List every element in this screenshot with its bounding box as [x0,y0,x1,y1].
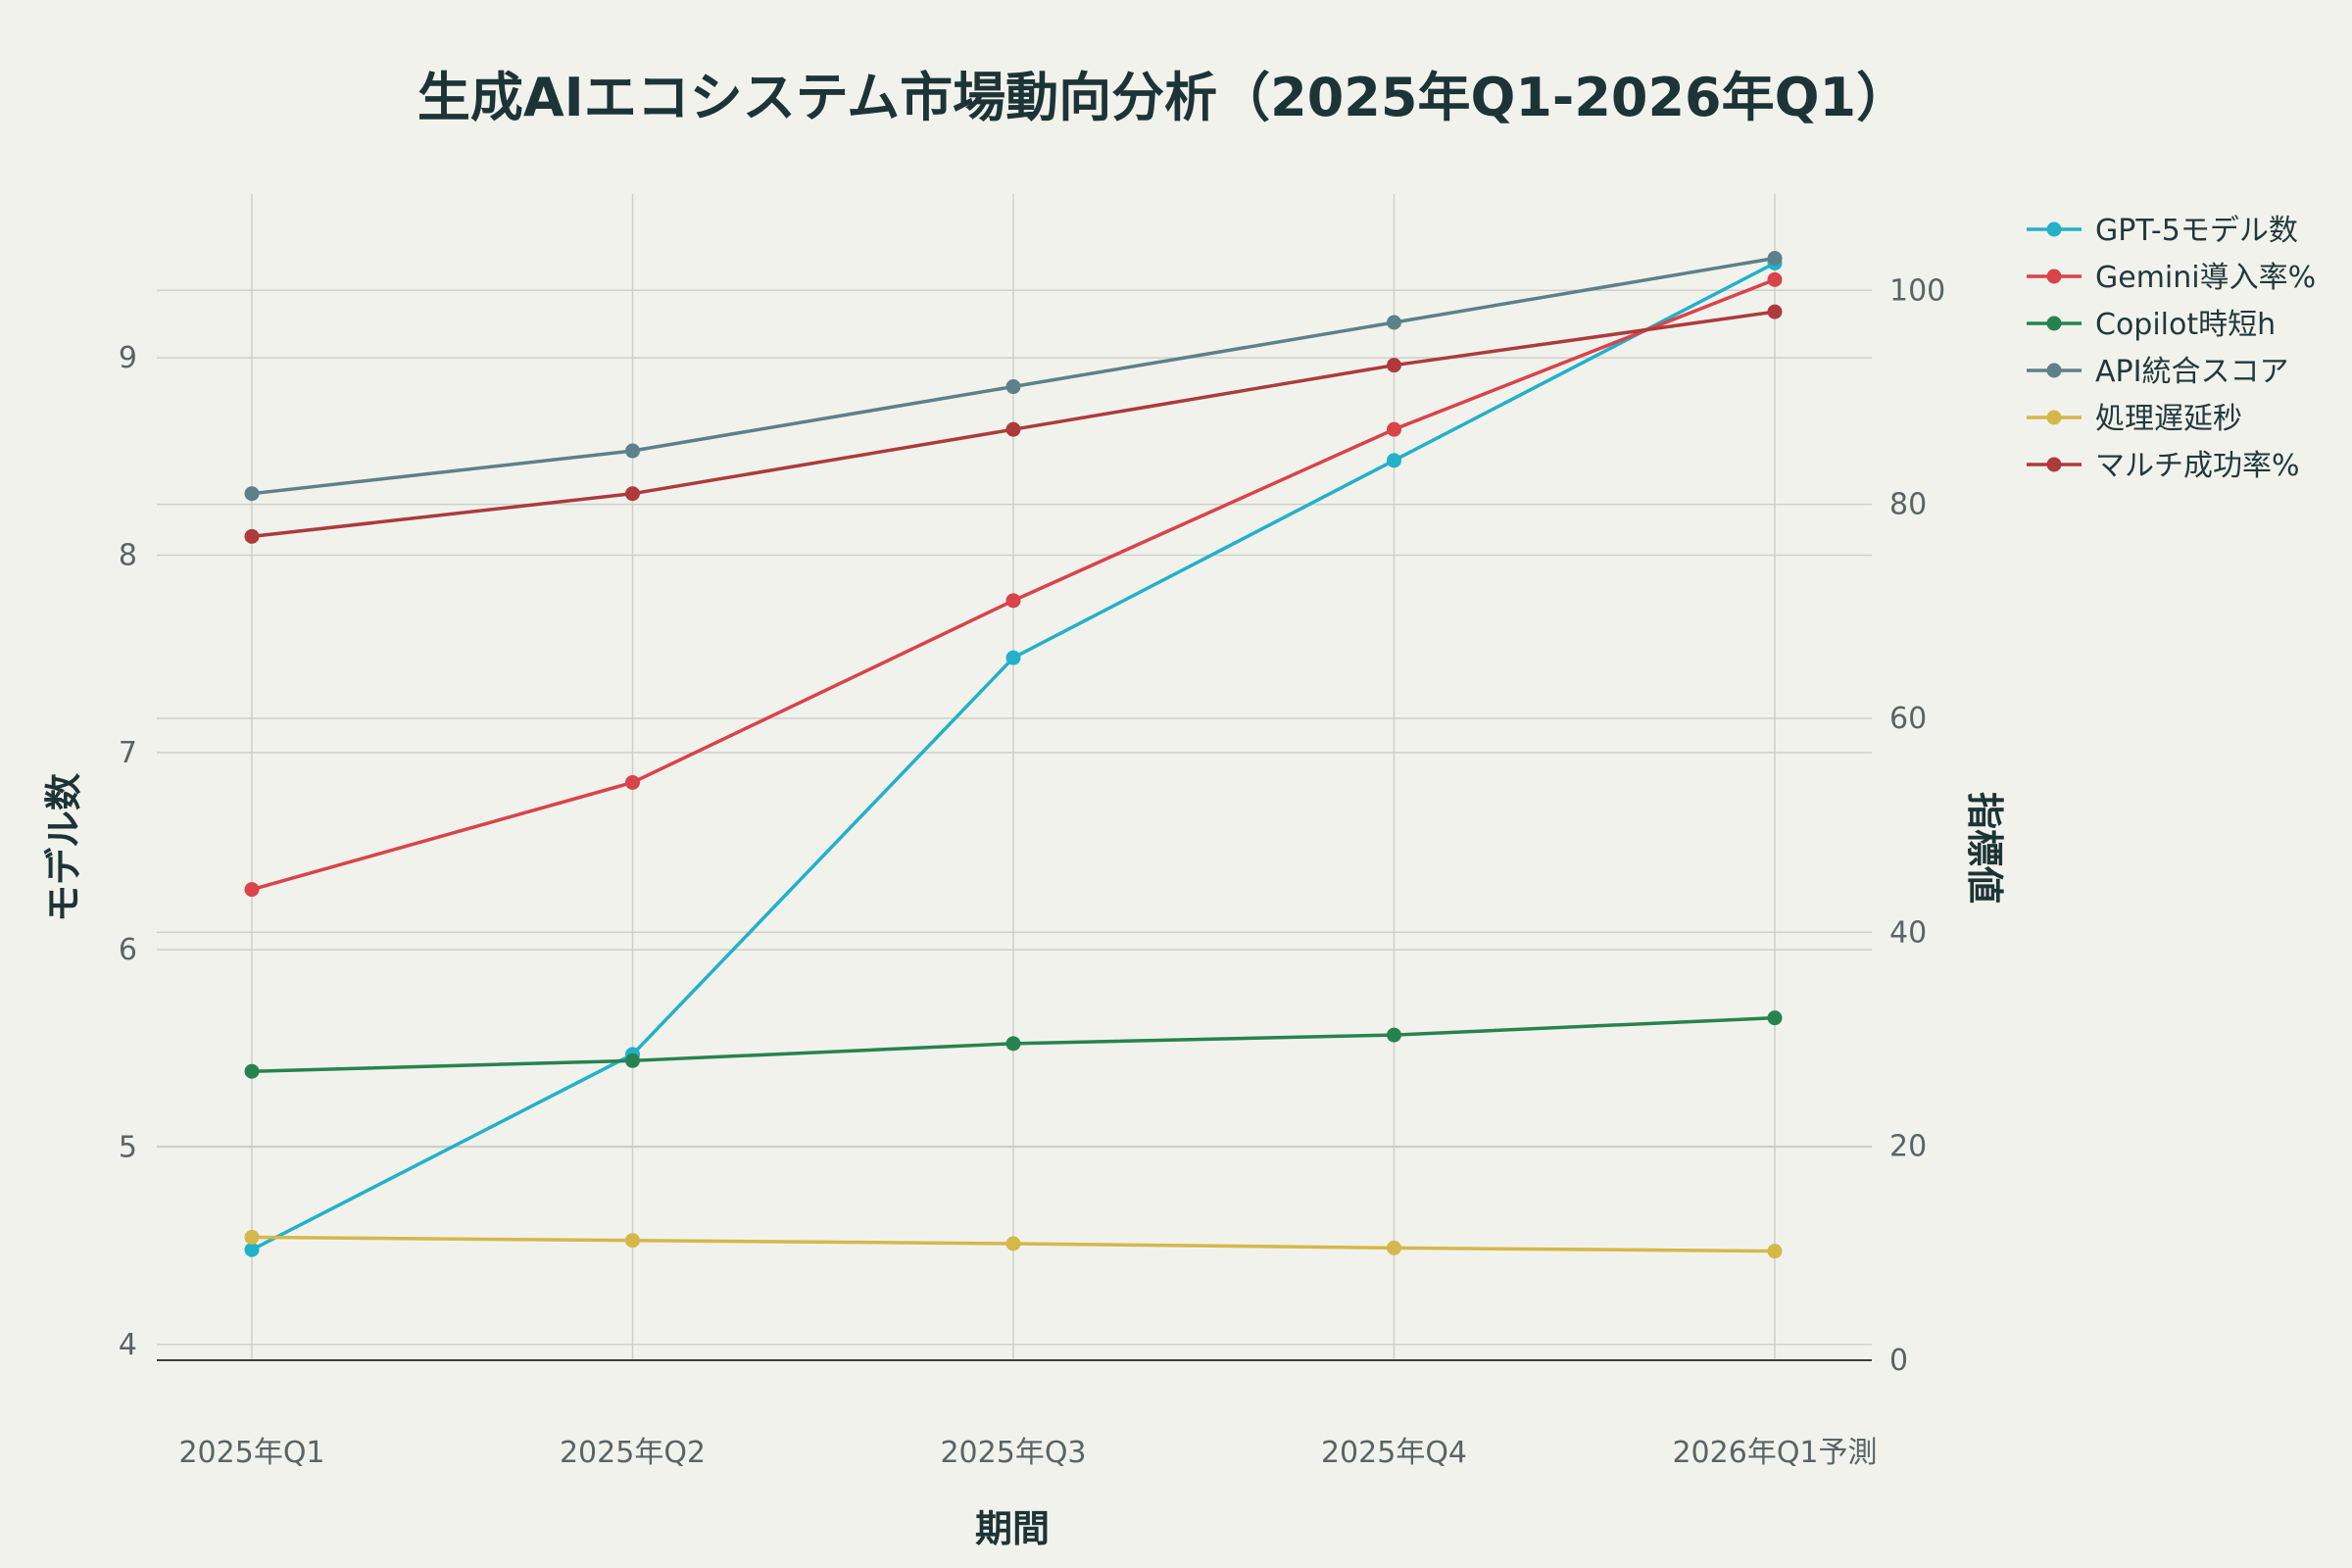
legend-marker [2046,410,2062,425]
y-right-tick-label: 80 [1889,488,1927,522]
data-point [625,486,640,502]
legend-label: GPT-5モデル数 [2095,214,2298,248]
y-left-tick-label: 4 [119,1328,137,1362]
data-point [1387,315,1401,330]
y-left-tick-label: 8 [119,538,137,572]
data-point [1005,379,1021,395]
y-axis-left-title: モデル数 [42,773,85,922]
y-axis-right-title: 指標値 [1963,792,2006,904]
legend-label: API統合スコア [2095,355,2288,389]
data-point [1767,251,1783,267]
x-tick-label: 2025年Q2 [560,1436,706,1470]
y-right-tick-label: 40 [1889,915,1927,950]
data-point [625,1233,640,1249]
y-left-tick-label: 7 [119,736,137,770]
x-tick-label: 2026年Q1予測 [1672,1436,1877,1470]
data-point [244,882,260,898]
data-point [1005,1036,1021,1052]
data-point [1005,593,1021,609]
legend-label: Gemini導入率% [2095,261,2316,295]
data-point [1387,421,1401,437]
x-tick-label: 2025年Q4 [1321,1436,1467,1470]
y-right-tick-label: 100 [1889,273,1945,308]
y-right-tick-label: 20 [1889,1130,1927,1164]
data-point [1005,421,1021,437]
x-tick-label: 2025年Q1 [178,1436,324,1470]
data-point [244,528,260,544]
legend-marker [2046,316,2062,331]
y-left-tick-label: 9 [119,341,137,375]
legend-marker [2046,457,2062,472]
data-point [1387,358,1401,373]
data-point [244,486,260,502]
x-axis-title: 期間 [975,1507,1050,1550]
data-point [1767,304,1783,319]
data-point [244,1242,260,1257]
data-point [625,443,640,459]
data-point [625,1053,640,1068]
grid [157,194,1872,1360]
data-point [1005,1236,1021,1251]
data-point [1767,1244,1783,1259]
data-point [1387,453,1401,468]
legend-label: マルチ成功率% [2095,449,2300,483]
data-point [244,1229,260,1245]
legend-marker [2046,221,2062,237]
axes: 2025年Q1 2025年Q2 2025年Q3 2025年Q4 2026年Q1予測 4 5 6… [119,273,1945,1470]
data-point [1387,1240,1401,1255]
legend: GPT-5モデル数 Gemini導入率% Copilot時短h API統合スコア処理遅… [2027,214,2316,483]
legend-label: 処理遅延秒 [2095,402,2242,436]
y-right-tick-label: 0 [1889,1344,1908,1378]
legend-marker [2046,269,2062,284]
chart-title: 生成AIエコシステム市場動向分析（2025年Q1-2026年Q1） [417,67,1909,128]
data-point [1767,271,1783,287]
legend-marker [2046,363,2062,378]
data-point [1767,1010,1783,1026]
data-point [625,774,640,790]
y-left-tick-label: 5 [119,1131,137,1165]
data-point [1005,650,1021,665]
legend-label: Copilot時短h [2095,308,2276,342]
data-point [244,1063,260,1079]
data-point [1387,1027,1401,1043]
x-tick-label: 2025年Q3 [940,1436,1086,1470]
series [244,251,1783,1259]
y-right-tick-label: 60 [1889,702,1927,736]
y-left-tick-label: 6 [119,933,137,967]
